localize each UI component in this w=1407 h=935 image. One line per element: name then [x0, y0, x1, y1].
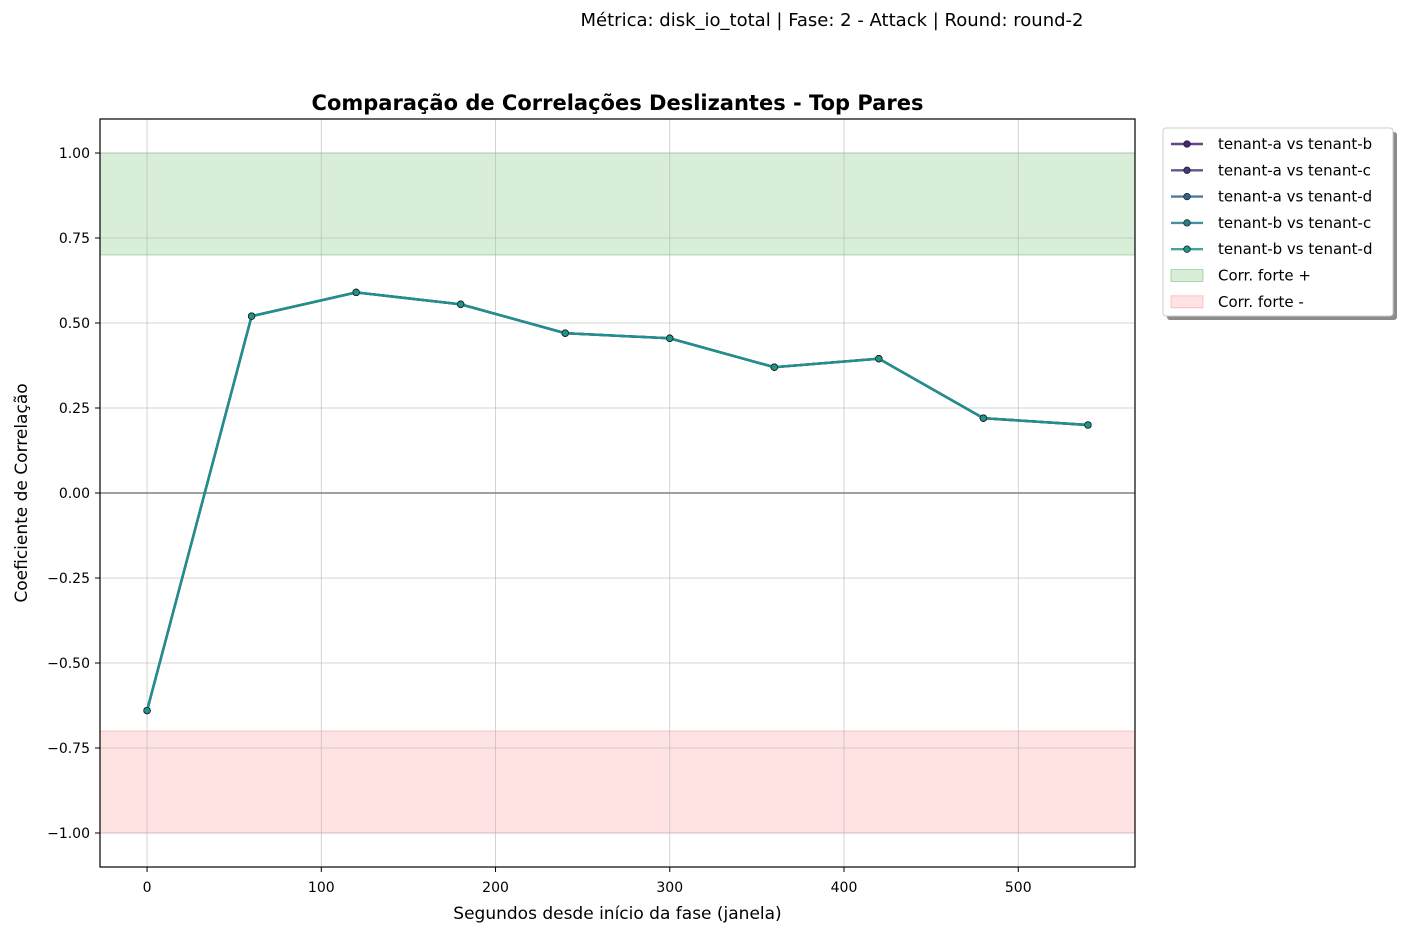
y-tick-label: −0.50: [47, 656, 90, 672]
band-strong-negative: [99, 730, 1136, 834]
y-tick-label: 0.25: [59, 401, 90, 417]
legend-marker: [1183, 192, 1191, 201]
data-point: [247, 312, 256, 320]
x-axis-label: Segundos desde início da fase (janela): [453, 904, 781, 924]
legend: tenant-a vs tenant-b tenant-a vs tenant-c…: [1162, 127, 1397, 320]
legend-label: Corr. forte +: [1218, 267, 1311, 285]
data-point: [770, 363, 778, 371]
y-tick-label: −0.75: [47, 741, 90, 757]
data-point: [875, 355, 883, 363]
legend-label: Corr. forte -: [1218, 293, 1304, 311]
series-tenant-b-vs-tenant-d: [143, 288, 1092, 715]
data-point: [1084, 421, 1092, 429]
legend-label: tenant-a vs tenant-b: [1218, 135, 1372, 153]
series-line: [145, 291, 1089, 711]
legend-entry: Corr. forte -: [1170, 293, 1304, 311]
legend-entry: Corr. forte +: [1170, 267, 1311, 285]
legend-patch-swatch: [1170, 269, 1204, 282]
data-point: [352, 288, 360, 297]
series-line: [145, 291, 1089, 711]
legend-entry: tenant-a vs tenant-c: [1171, 161, 1371, 179]
data-point: [457, 300, 465, 308]
data-point: [666, 334, 674, 342]
data-point: [561, 329, 569, 337]
x-tick-label: 500: [1005, 880, 1032, 896]
legend-box: [1162, 127, 1394, 317]
legend-entry: tenant-a vs tenant-b: [1171, 135, 1372, 153]
y-tick-label: −1.00: [47, 826, 90, 842]
x-tick-label: 200: [482, 880, 509, 896]
legend-label: tenant-b vs tenant-c: [1218, 214, 1371, 232]
legend-label: tenant-b vs tenant-d: [1218, 240, 1373, 258]
series-line: [145, 291, 1089, 711]
x-tick-label: 100: [308, 880, 335, 896]
data-point: [143, 706, 151, 715]
y-tick-label: −0.25: [47, 571, 90, 587]
x-tick-label: 0: [143, 880, 152, 896]
figure-supertitle: Métrica: disk_io_total | Fase: 2 - Attac…: [580, 10, 1084, 31]
y-axis-label: Coeficiente de Correlação: [12, 383, 32, 602]
chart-title: Comparação de Correlações Deslizantes - …: [312, 91, 924, 115]
series-tenant-a-vs-tenant-d: [143, 288, 1092, 715]
legend-marker: [1183, 140, 1191, 148]
series-line: [145, 291, 1089, 711]
legend-entry: tenant-a vs tenant-d: [1171, 188, 1372, 206]
legend-entry: tenant-b vs tenant-c: [1171, 214, 1371, 232]
y-tick-label: 0.00: [59, 486, 90, 502]
series-layer: [143, 288, 1092, 715]
legend-label: tenant-a vs tenant-d: [1218, 188, 1372, 206]
series-tenant-b-vs-tenant-c: [143, 288, 1092, 715]
x-tick-label: 300: [656, 880, 683, 896]
legend-patch-swatch: [1170, 295, 1204, 309]
y-tick-label: 1.00: [59, 146, 90, 162]
x-tick-label: 400: [831, 880, 858, 896]
legend-marker: [1183, 219, 1191, 227]
ticks-layer: 0 100 200 300 400 500 1.00 0.75 0.50 0.25 0.00 −0.2…: [47, 146, 1032, 896]
series-line: [145, 291, 1089, 711]
series-tenant-a-vs-tenant-c: [143, 288, 1092, 715]
legend-label: tenant-a vs tenant-c: [1218, 161, 1371, 179]
y-tick-label: 0.75: [59, 231, 90, 247]
legend-marker: [1183, 166, 1191, 174]
legend-entry: tenant-b vs tenant-d: [1171, 240, 1373, 258]
legend-marker: [1183, 245, 1191, 253]
y-tick-label: 0.50: [59, 316, 90, 332]
data-point: [979, 414, 988, 422]
series-tenant-a-vs-tenant-b: [143, 288, 1092, 715]
band-strong-positive: [99, 152, 1136, 256]
